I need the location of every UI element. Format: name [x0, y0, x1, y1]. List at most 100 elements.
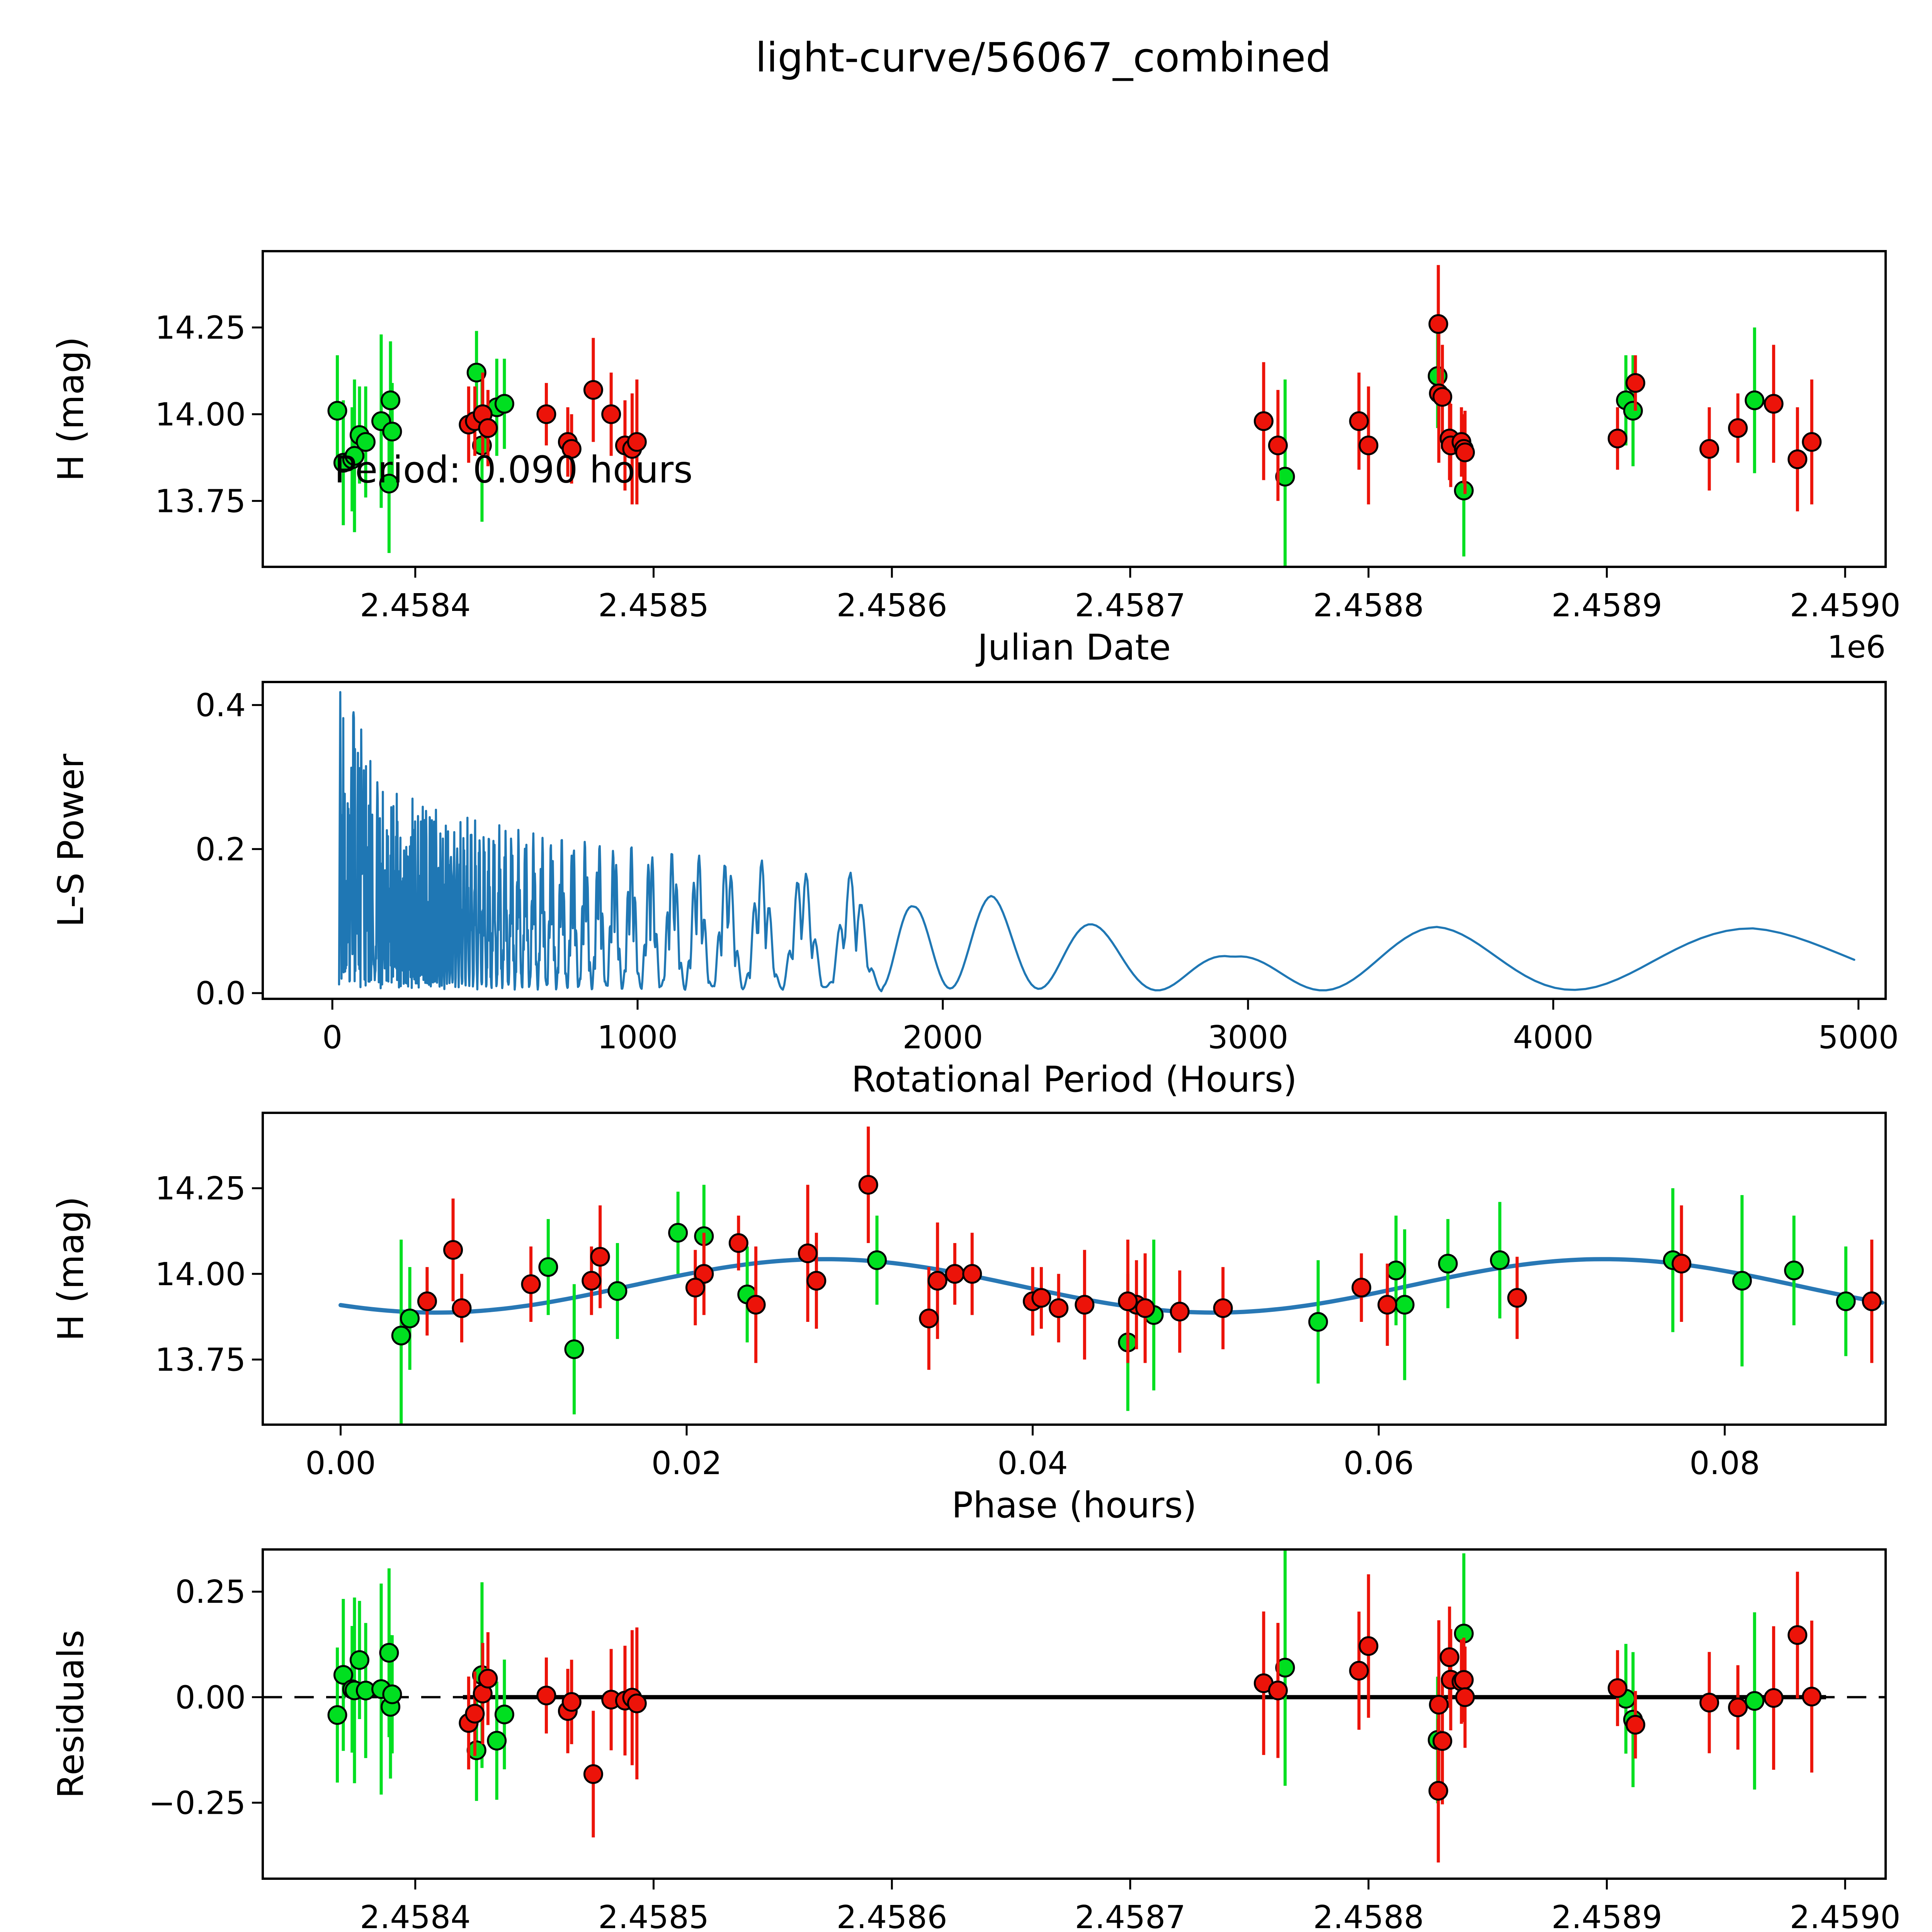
data-point	[1764, 394, 1784, 414]
data-point	[1275, 1658, 1295, 1678]
data-point	[1699, 1692, 1719, 1713]
y-tick-label: 0.00	[175, 1679, 246, 1716]
plot-frame	[262, 250, 1887, 568]
data-point	[1275, 467, 1295, 487]
y-axis-label: Residuals	[50, 1630, 92, 1798]
data-point	[1625, 373, 1645, 393]
y-tick-label: 0.0	[196, 975, 246, 1012]
x-tick-label: 2.4585	[598, 1899, 709, 1932]
data-point	[1253, 411, 1274, 431]
data-point	[536, 404, 556, 424]
data-point	[1455, 442, 1475, 463]
data-point	[564, 1339, 584, 1359]
y-tick-label: 0.4	[196, 687, 246, 724]
data-point	[1745, 390, 1765, 410]
data-point	[1268, 435, 1288, 456]
data-point	[538, 1257, 558, 1277]
data-point	[1784, 1260, 1804, 1281]
data-point	[1429, 1695, 1449, 1715]
data-point	[590, 1247, 610, 1267]
data-point	[1862, 1291, 1882, 1311]
data-point	[858, 1175, 878, 1195]
x-tick-label: 5000	[1818, 1019, 1899, 1056]
y-tick-label: 14.25	[155, 1170, 246, 1207]
data-point	[333, 1665, 353, 1685]
data-point	[583, 1764, 603, 1784]
y-tick-label: 14.00	[155, 396, 246, 433]
x-tick-label: 2.4590	[1790, 587, 1901, 624]
x-tick-label: 2.4589	[1551, 587, 1662, 624]
x-tick-label: 2.4588	[1313, 1899, 1424, 1932]
data-point	[487, 1731, 507, 1751]
x-tick-label: 2.4586	[837, 1899, 947, 1932]
data-point	[1349, 411, 1369, 431]
axis-offset-label: 1e6	[1827, 629, 1886, 665]
data-point	[381, 390, 401, 410]
x-tick-label: 3000	[1208, 1019, 1289, 1056]
fit-curve	[338, 1257, 1884, 1315]
data-point	[494, 394, 514, 414]
data-point	[1728, 418, 1748, 438]
data-point	[601, 404, 621, 424]
y-axis-label: H (mag)	[50, 337, 92, 481]
data-point	[536, 1685, 556, 1706]
period-annotation: Period: 0.090 hours	[334, 449, 693, 492]
data-point	[927, 1271, 947, 1291]
data-point	[391, 1325, 411, 1345]
data-point	[1432, 387, 1452, 407]
data-point	[1728, 1697, 1748, 1718]
panel-phased-lightcurve	[338, 1126, 1884, 1425]
data-point	[344, 446, 364, 466]
x-tick-label: 0.04	[997, 1445, 1068, 1482]
x-tick-label: 2.4584	[360, 587, 471, 624]
data-point	[521, 1274, 541, 1294]
axes-jd-lightcurve: 2.4584 2.4585 2.4586 2.4587 2.4588 2.4589 2.45…	[50, 250, 1901, 668]
x-tick-label: 0.06	[1344, 1445, 1414, 1482]
axes-periodogram: 0 1000 2000 3000 4000 5000 0.0 0.2 0.4 Rotational…	[50, 681, 1899, 1100]
data-point	[1386, 1260, 1406, 1281]
data-point	[627, 1693, 647, 1713]
red-series	[417, 1126, 1882, 1370]
axes-phased-lightcurve: 0.00 0.02 0.04 0.06 0.08 13.75 14.00 14.25 Phase…	[50, 1112, 1887, 1526]
data-point	[465, 1704, 485, 1724]
data-point	[582, 1271, 602, 1291]
data-point	[867, 1250, 887, 1270]
data-point	[355, 432, 376, 452]
y-tick-label: 14.00	[155, 1256, 246, 1293]
periodogram-line	[338, 691, 1855, 993]
data-point	[1802, 432, 1822, 452]
data-point	[1359, 435, 1379, 456]
data-point	[382, 422, 402, 442]
data-point	[945, 1264, 965, 1284]
axes-residuals: 2.4584 2.4585 2.4586 2.4587 2.4588 2.4589 2.45…	[50, 1548, 1901, 1932]
x-tick-label: 2.4587	[1075, 1899, 1185, 1932]
data-point	[1699, 439, 1719, 459]
data-point	[1672, 1253, 1692, 1274]
green-series	[327, 1549, 1765, 1803]
data-point	[1802, 1687, 1822, 1707]
x-tick-label: 1000	[597, 1019, 678, 1056]
data-point	[1625, 1715, 1645, 1735]
x-tick-label: 0	[322, 1019, 342, 1056]
data-point	[1349, 1661, 1369, 1681]
data-point	[379, 474, 399, 494]
data-point	[1308, 1312, 1328, 1332]
data-point	[1438, 1253, 1458, 1274]
panel-periodogram	[338, 691, 1855, 993]
green-series	[327, 324, 1765, 567]
y-tick-label: 0.2	[196, 831, 246, 868]
data-point	[806, 1271, 827, 1291]
red-series	[459, 1571, 1822, 1863]
plot-frame	[262, 1112, 1887, 1426]
data-point	[1170, 1301, 1190, 1321]
data-point	[1213, 1298, 1233, 1318]
plot-frame	[262, 681, 1887, 1000]
data-point	[1490, 1250, 1510, 1270]
data-point	[1377, 1295, 1397, 1315]
y-axis-label: L-S Power	[50, 754, 92, 927]
x-axis-label: Phase (hours)	[952, 1485, 1197, 1526]
x-tick-label: 2.4585	[598, 587, 709, 624]
data-point	[349, 1650, 369, 1670]
